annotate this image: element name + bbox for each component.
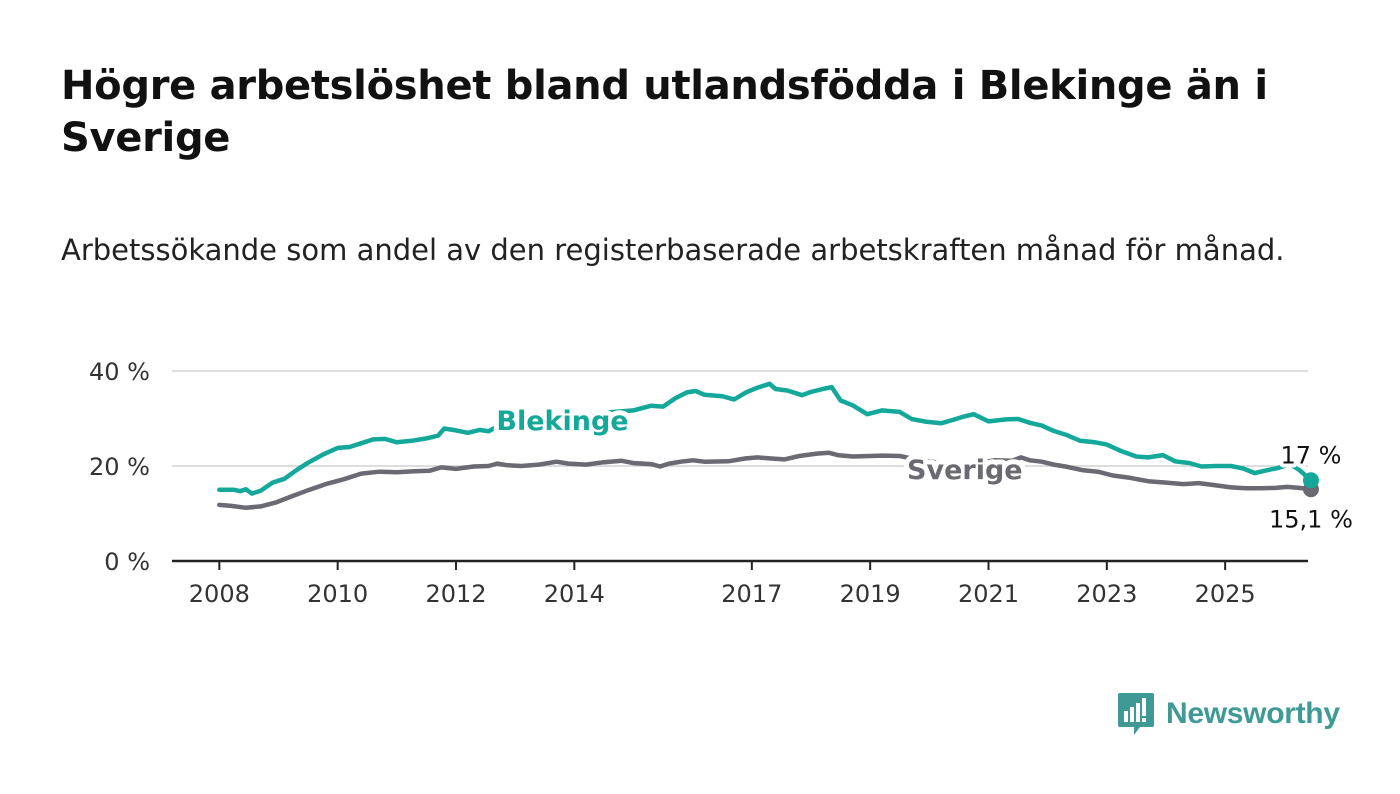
chart-subtitle: Arbetssökande som andel av den registerb…: [61, 233, 1285, 267]
x-tick-label: 2010: [307, 580, 368, 608]
grid-lines: 0 % 20 % 40 %: [89, 358, 1308, 576]
x-tick-label: 2019: [840, 580, 901, 608]
y-tick-label: 20 %: [89, 453, 150, 481]
series-labels: Blekinge Sverige 17 % 15,1 %: [491, 401, 1357, 537]
series-label-sverige: Sverige: [907, 455, 1023, 486]
end-value-label-sverige: 15,1 %: [1269, 505, 1353, 533]
series-lines: [217, 381, 1319, 511]
x-tick-label: 2025: [1195, 580, 1256, 608]
x-axis: 2008 2010 2012 2014 2017 2019 2021 2023 2025: [172, 559, 1308, 608]
x-tick-label: 2014: [544, 580, 605, 608]
x-tick-label: 2012: [425, 580, 486, 608]
x-tick-label: 2021: [958, 580, 1019, 608]
x-tick-label: 2008: [189, 580, 250, 608]
bar-chart-icon: [1118, 693, 1154, 735]
series-label-blekinge: Blekinge: [496, 406, 628, 437]
newsworthy-logo: Newsworthy: [1118, 690, 1340, 738]
brand-name: Newsworthy: [1166, 697, 1340, 730]
x-tick-label: 2023: [1076, 580, 1137, 608]
x-tick-label: 2017: [721, 580, 782, 608]
series-line-blekinge: [217, 381, 1314, 496]
series-line-sverige: [217, 450, 1314, 511]
y-tick-label: 40 %: [89, 358, 150, 386]
chart-title: Högre arbetslöshet bland utlandsfödda i …: [61, 63, 1268, 161]
end-value-label-blekinge: 17 %: [1280, 441, 1341, 469]
y-tick-label: 0 %: [104, 548, 150, 576]
end-point-blekinge: [1302, 472, 1319, 489]
